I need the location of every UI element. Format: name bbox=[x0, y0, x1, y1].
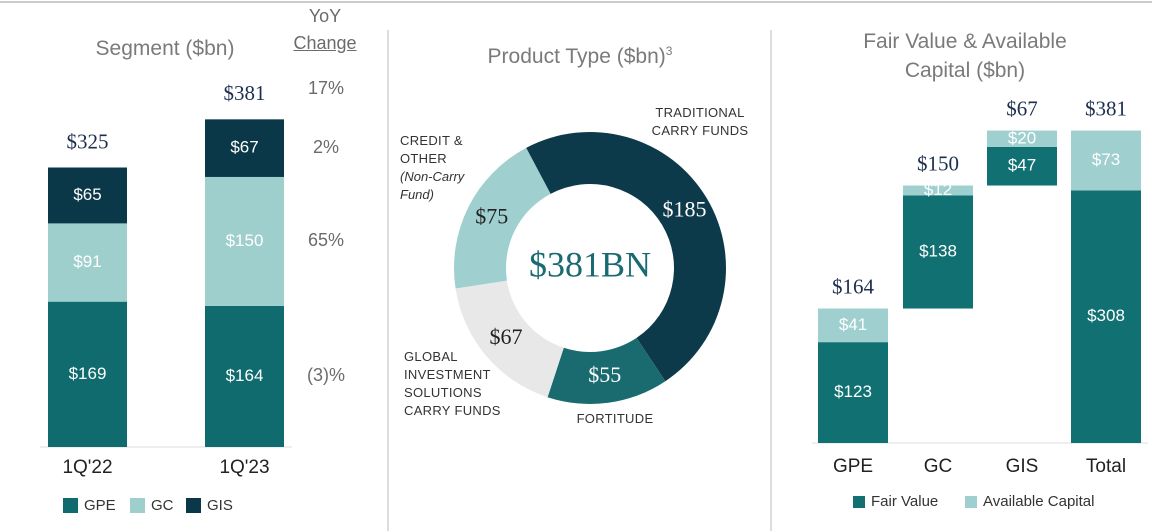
bar-segment bbox=[818, 342, 888, 443]
value-label: $150 bbox=[226, 231, 264, 250]
x-tick-label: GIS bbox=[1006, 456, 1039, 477]
x-tick-label: 1Q'23 bbox=[219, 457, 269, 478]
total-label: $67 bbox=[1006, 96, 1038, 120]
bar-segment bbox=[205, 119, 284, 177]
chart-title: Product Type ($bn)3 bbox=[440, 37, 720, 71]
donut-segment bbox=[526, 131, 727, 382]
value-label: $308 bbox=[1087, 306, 1125, 325]
value-label: $20 bbox=[1008, 128, 1036, 147]
bar-segment bbox=[1071, 190, 1141, 443]
value-label: $164 bbox=[226, 366, 264, 385]
yoy-label: 2% bbox=[313, 137, 339, 157]
legend-swatch bbox=[63, 498, 78, 513]
bar-segment bbox=[987, 146, 1057, 186]
donut-segment bbox=[455, 280, 564, 398]
bar-segment bbox=[48, 301, 127, 447]
value-label: $123 bbox=[834, 382, 872, 401]
category-label: TRADITIONAL CARRY FUNDS bbox=[651, 105, 749, 138]
value-label: $67 bbox=[230, 138, 258, 157]
footnote-mark: 3 bbox=[665, 44, 673, 58]
x-tick-label: GC bbox=[924, 456, 953, 477]
total-label: $381 bbox=[1085, 96, 1127, 120]
title-text: Product Type ($bn) bbox=[487, 45, 666, 68]
legend-label: GIS bbox=[207, 497, 233, 514]
value-label: $185 bbox=[662, 197, 706, 222]
value-label: $55 bbox=[588, 362, 621, 387]
yoy-label: (3)% bbox=[307, 365, 345, 385]
value-label: $12 bbox=[924, 180, 952, 199]
value-label: $47 bbox=[1008, 156, 1036, 175]
donut-segment bbox=[454, 147, 551, 289]
total-label: $325 bbox=[67, 129, 109, 153]
legend-swatch bbox=[965, 496, 977, 508]
x-tick-label: GPE bbox=[833, 456, 873, 477]
yoy-title: Change bbox=[293, 33, 357, 53]
yoy-label: 65% bbox=[308, 230, 344, 250]
value-label: $91 bbox=[73, 252, 101, 271]
total-label: $381 bbox=[224, 81, 266, 105]
yoy-title: YoY bbox=[308, 6, 342, 26]
x-tick-label: 1Q'22 bbox=[62, 457, 112, 478]
center-label: $381BN bbox=[529, 244, 651, 284]
value-label: $65 bbox=[73, 185, 101, 204]
legend-label: Fair Value bbox=[871, 493, 938, 510]
chart-title: Fair Value & Available Capital ($bn) bbox=[863, 30, 1067, 82]
chart-title: Segment ($bn) bbox=[95, 37, 235, 60]
x-tick-label: Total bbox=[1086, 456, 1126, 477]
value-label: $41 bbox=[839, 315, 867, 334]
bar-segment bbox=[48, 167, 127, 224]
legend-label: Available Capital bbox=[983, 493, 1094, 510]
value-label: $73 bbox=[1092, 150, 1120, 169]
donut-segment bbox=[547, 337, 666, 404]
value-label: $169 bbox=[69, 364, 107, 383]
bar-segment bbox=[48, 223, 127, 302]
legend-label: GC bbox=[151, 497, 174, 514]
bar-segment bbox=[987, 130, 1057, 147]
total-label: $150 bbox=[917, 151, 959, 175]
bar-segment bbox=[903, 195, 973, 309]
yoy-label: 17% bbox=[308, 78, 344, 98]
legend-swatch bbox=[186, 498, 201, 513]
category-note: (Non-Carry Fund) bbox=[400, 169, 465, 202]
bar-segment bbox=[1071, 130, 1141, 191]
category-label: CREDIT & OTHER bbox=[400, 133, 463, 166]
bar-segment bbox=[205, 305, 284, 447]
value-label: $138 bbox=[919, 241, 957, 260]
category-label: GLOBAL INVESTMENT SOLUTIONS CARRY FUNDS bbox=[404, 349, 501, 418]
value-label: $75 bbox=[475, 204, 508, 229]
category-label: FORTITUDE bbox=[576, 411, 654, 426]
total-label: $164 bbox=[832, 274, 875, 298]
value-label: $67 bbox=[490, 324, 523, 349]
legend-swatch bbox=[130, 498, 145, 513]
bar-segment bbox=[205, 176, 284, 306]
bar-segment bbox=[903, 185, 973, 196]
legend-label: GPE bbox=[84, 497, 116, 514]
bar-segment bbox=[818, 308, 888, 343]
legend-swatch bbox=[853, 496, 865, 508]
